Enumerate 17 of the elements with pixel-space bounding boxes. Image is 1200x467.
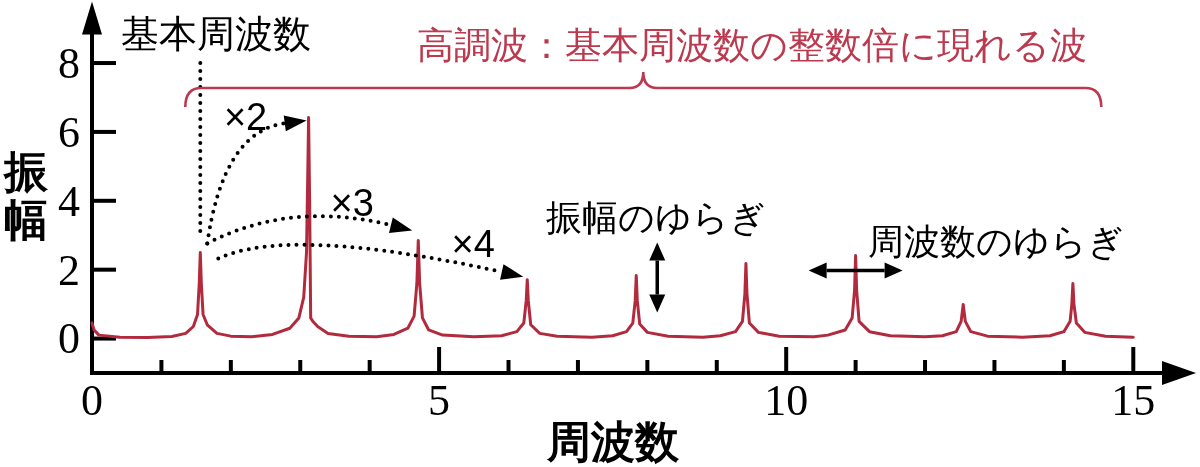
annotation: 高調波：基本周波数の整数倍に現れる波 — [417, 24, 1088, 66]
annotation: ×2 — [223, 96, 268, 139]
x-tick-label: 15 — [1111, 375, 1156, 425]
annotation: 周波数のゆらぎ — [867, 221, 1124, 263]
annotation: 振幅のゆらぎ — [546, 197, 767, 239]
y-tick-label: 4 — [58, 176, 80, 226]
y-tick-label: 6 — [58, 107, 80, 157]
annotation: ×3 — [330, 182, 374, 225]
y-tick-label: 0 — [58, 314, 80, 364]
ref-line-label: 基本周波数 — [121, 13, 312, 55]
x-tick-label: 5 — [428, 375, 451, 425]
y-tick-label: 2 — [58, 245, 80, 295]
annotation: ×4 — [451, 222, 495, 265]
x-tick-label: 10 — [764, 375, 809, 425]
y-axis-title: 振幅 — [2, 146, 49, 244]
y-tick-label: 8 — [58, 38, 80, 88]
x-axis-title: 周波数 — [545, 416, 680, 466]
